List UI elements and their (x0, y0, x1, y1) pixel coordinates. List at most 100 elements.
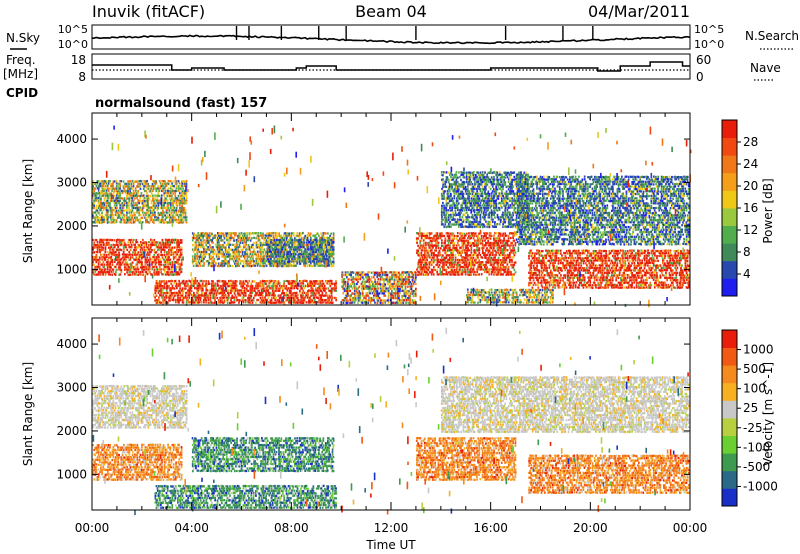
echo-cell (121, 211, 124, 215)
echo-cell (270, 279, 273, 283)
echo-cell (319, 240, 321, 244)
echo-cell (424, 254, 426, 257)
echo-cell (416, 268, 418, 271)
echo-cell (111, 184, 114, 188)
echo-cell (113, 260, 116, 264)
echo-cell (102, 206, 104, 209)
echo-cell (180, 201, 182, 204)
echo-cell (326, 250, 328, 253)
echo-cell (182, 180, 184, 183)
freq-panel-frame (91, 53, 691, 80)
echo-cell (141, 216, 144, 219)
echo-cell (119, 204, 122, 207)
echo-cell (133, 253, 135, 256)
echo-cell (163, 187, 166, 190)
echo-cell (202, 231, 204, 235)
echo-cell (330, 279, 333, 283)
echo-cell (300, 255, 303, 258)
echo-cell (327, 262, 329, 265)
echo-cell (409, 294, 412, 297)
echo-cell (229, 255, 232, 258)
echo-cell (239, 241, 242, 244)
echo-cell (296, 234, 299, 237)
echo-cell (419, 261, 422, 264)
echo-cell (311, 257, 313, 260)
echo-cell (371, 299, 374, 302)
echo-cell (180, 251, 183, 254)
echo-cell (298, 255, 301, 259)
echo-cell (212, 248, 214, 251)
echo-cell (217, 239, 219, 242)
echo-cell (377, 294, 380, 298)
echo-cell (301, 291, 304, 295)
echo-cell (246, 260, 249, 263)
echo-cell (111, 214, 114, 217)
echo-cell (289, 262, 292, 265)
echo-cell (132, 266, 134, 269)
echo-cell (392, 296, 395, 300)
echo-cell (222, 259, 225, 263)
echo-cell (274, 236, 277, 240)
echo-cell (168, 291, 170, 295)
echo-cell (206, 241, 209, 245)
echo-cell (227, 243, 229, 246)
echo-cell (159, 241, 161, 244)
echo-cell (93, 246, 96, 249)
echo-cell (306, 246, 309, 249)
echo-cell (206, 284, 209, 287)
echo-cell (332, 289, 334, 292)
echo-cell (246, 289, 248, 292)
echo-cell (102, 218, 105, 221)
echo-cell (166, 214, 169, 217)
echo-cell (163, 263, 166, 267)
echo-cell (120, 241, 123, 244)
echo-cell (184, 218, 187, 222)
echo-cell (245, 248, 248, 251)
echo-cell (347, 289, 349, 293)
echo-cell (136, 204, 138, 207)
echo-cell (383, 285, 385, 288)
echo-cell (116, 248, 118, 251)
echo-cell (303, 236, 305, 239)
echo-cell (151, 261, 154, 264)
echo-cell (178, 294, 181, 297)
echo-cell (371, 281, 374, 284)
echo-cell (195, 260, 197, 263)
echo-cell (238, 253, 241, 256)
echo-cell (167, 204, 170, 207)
echo-cell (381, 275, 383, 279)
echo-cell (146, 256, 149, 259)
echo-cell (294, 294, 297, 297)
echo-cell (280, 287, 282, 290)
echo-cell (292, 282, 294, 285)
echo-cell (409, 275, 411, 278)
echo-cell (264, 296, 266, 299)
echo-cell (95, 268, 98, 272)
echo-cell (327, 296, 329, 299)
echo-cell (171, 206, 173, 209)
echo-cell (349, 301, 351, 305)
echo-cell (216, 280, 219, 283)
echo-cell (269, 282, 272, 285)
echo-cell (202, 264, 204, 267)
echo-cell (335, 287, 337, 290)
echo-cell (139, 260, 142, 264)
echo-cell (256, 284, 258, 288)
echo-cell (100, 238, 102, 241)
echo-cell (243, 289, 246, 292)
echo-cell (216, 289, 219, 292)
echo-cell (149, 258, 152, 261)
echo-cell (289, 299, 291, 302)
echo-cell (420, 273, 423, 276)
echo-cell (96, 209, 99, 212)
echo-cell (282, 250, 285, 253)
echo-cell (172, 221, 174, 224)
echo-cell (103, 258, 106, 261)
echo-cell (213, 292, 216, 295)
echo-cell (295, 286, 298, 290)
echo-cell (132, 189, 135, 192)
echo-cell (97, 206, 100, 210)
echo-cell (222, 232, 225, 235)
echo-cell (144, 204, 146, 207)
echo-cell (163, 192, 165, 195)
